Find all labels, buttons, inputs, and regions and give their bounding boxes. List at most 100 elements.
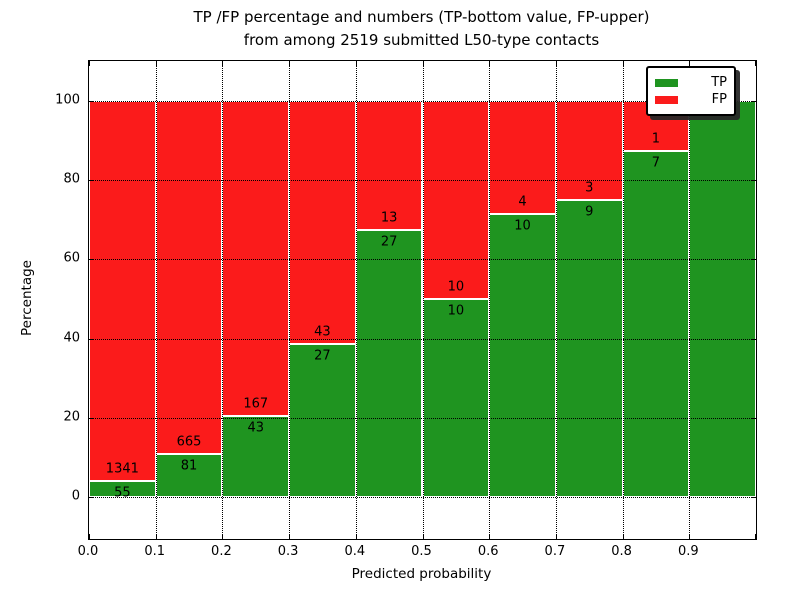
tick-mark <box>751 338 756 340</box>
tick-mark <box>751 180 756 182</box>
fp-count-label: 3 <box>585 180 594 196</box>
fp-bar-segment <box>89 101 156 482</box>
gridline-vertical <box>622 61 624 539</box>
x-tick-label: 0.8 <box>611 544 632 559</box>
tp-bar-segment <box>422 299 490 497</box>
tp-bar-segment <box>289 344 356 497</box>
fp-bar-segment <box>155 101 223 454</box>
tick-mark <box>89 101 94 102</box>
gridline-vertical <box>355 61 357 539</box>
tick-mark <box>555 61 557 66</box>
x-tick-label: 0.5 <box>411 544 432 559</box>
tp-count-label: 9 <box>585 204 594 220</box>
tick-mark <box>355 61 357 66</box>
x-tick-label: 0.4 <box>344 544 366 559</box>
tick-mark <box>289 534 291 539</box>
tick-mark <box>751 259 756 261</box>
legend: TP FP <box>646 66 736 116</box>
tp-bar-segment <box>689 101 756 497</box>
y-tick-label: 40 <box>63 330 80 346</box>
tick-mark <box>489 61 491 66</box>
fp-count-label: 13 <box>380 210 398 226</box>
tp-color-swatch <box>655 78 678 87</box>
fp-count-label: 167 <box>243 396 269 412</box>
y-tick-label: 60 <box>63 250 80 266</box>
y-axis-label: Percentage <box>19 260 35 336</box>
x-tick-label: 0.3 <box>277 544 299 559</box>
legend-item-tp: TP <box>655 74 727 91</box>
fp-bar-segment <box>422 101 490 299</box>
tick-mark <box>751 497 756 498</box>
x-tick-label: 0.2 <box>211 544 232 559</box>
fp-count-label: 665 <box>176 434 202 450</box>
fp-count-label: 1341 <box>105 461 139 477</box>
tp-count-label: 10 <box>447 303 465 319</box>
legend-label-fp: FP <box>711 92 727 107</box>
y-tick-label: 100 <box>55 92 80 108</box>
tick-mark <box>89 338 94 340</box>
gridline-vertical <box>555 61 557 539</box>
tick-mark <box>689 61 691 66</box>
tick-mark <box>222 61 224 66</box>
tick-mark <box>289 61 291 66</box>
tp-count-label: 10 <box>514 218 531 234</box>
tick-mark <box>489 534 491 539</box>
x-tick-label: 0.0 <box>77 544 99 559</box>
tp-count-label: 27 <box>314 348 331 364</box>
fp-bar-segment <box>289 101 356 345</box>
fp-count-label: 10 <box>447 279 465 295</box>
tp-bar-segment <box>622 150 690 497</box>
tick-mark <box>751 417 756 419</box>
tick-mark <box>422 61 424 66</box>
legend-item-fp: FP <box>655 91 727 108</box>
fp-bar-segment <box>555 101 623 200</box>
fp-count-label: 1 <box>651 131 661 146</box>
tp-count-label: 43 <box>247 420 265 436</box>
gridline-vertical <box>489 61 491 539</box>
tp-bar-segment <box>489 214 556 497</box>
x-tick-label: 0.9 <box>677 544 699 559</box>
chart-title: TP /FP percentage and numbers (TP-bottom… <box>88 6 755 52</box>
tick-mark <box>751 101 756 102</box>
tick-mark <box>89 497 94 498</box>
tick-mark <box>755 61 756 66</box>
tp-count-label: 27 <box>380 234 398 250</box>
tick-mark <box>555 534 557 539</box>
y-tick-label: 20 <box>63 409 80 425</box>
tp-bar-segment <box>355 229 423 497</box>
gridline-vertical <box>289 61 291 539</box>
tick-mark <box>89 180 94 182</box>
y-tick-label: 0 <box>71 488 80 504</box>
tick-mark <box>89 259 94 261</box>
tp-bar-segment <box>155 454 223 497</box>
tick-mark <box>155 534 157 539</box>
x-tick-label: 0.6 <box>477 544 499 559</box>
fp-count-label: 4 <box>518 194 527 210</box>
x-tick-label: 0.7 <box>544 544 566 559</box>
tick-mark <box>222 534 224 539</box>
gridline-vertical <box>222 61 224 539</box>
tick-mark <box>755 534 756 539</box>
tick-mark <box>422 534 424 539</box>
y-tick-label: 80 <box>63 171 80 187</box>
tp-bar-segment <box>89 481 156 497</box>
tick-mark <box>622 534 624 539</box>
gridline-vertical <box>689 61 691 539</box>
legend-label-tp: TP <box>711 75 727 90</box>
fp-count-label: 43 <box>314 324 331 340</box>
fp-color-swatch <box>655 95 678 104</box>
x-axis-label: Predicted probability <box>351 566 492 582</box>
plot-area: 134155665811674343271327101041039173 TP … <box>88 60 757 540</box>
tick-mark <box>622 61 624 66</box>
tp-count-label: 7 <box>651 155 661 170</box>
tp-count-label: 55 <box>114 485 131 501</box>
tick-mark <box>689 534 691 539</box>
tick-mark <box>89 534 90 539</box>
tp-bar-segment <box>555 200 623 497</box>
chart-title-line1: TP /FP percentage and numbers (TP-bottom… <box>193 8 650 26</box>
tick-mark <box>89 417 94 419</box>
tick-mark <box>355 534 357 539</box>
tick-mark <box>89 61 90 66</box>
tp-count-label: 81 <box>180 458 198 474</box>
